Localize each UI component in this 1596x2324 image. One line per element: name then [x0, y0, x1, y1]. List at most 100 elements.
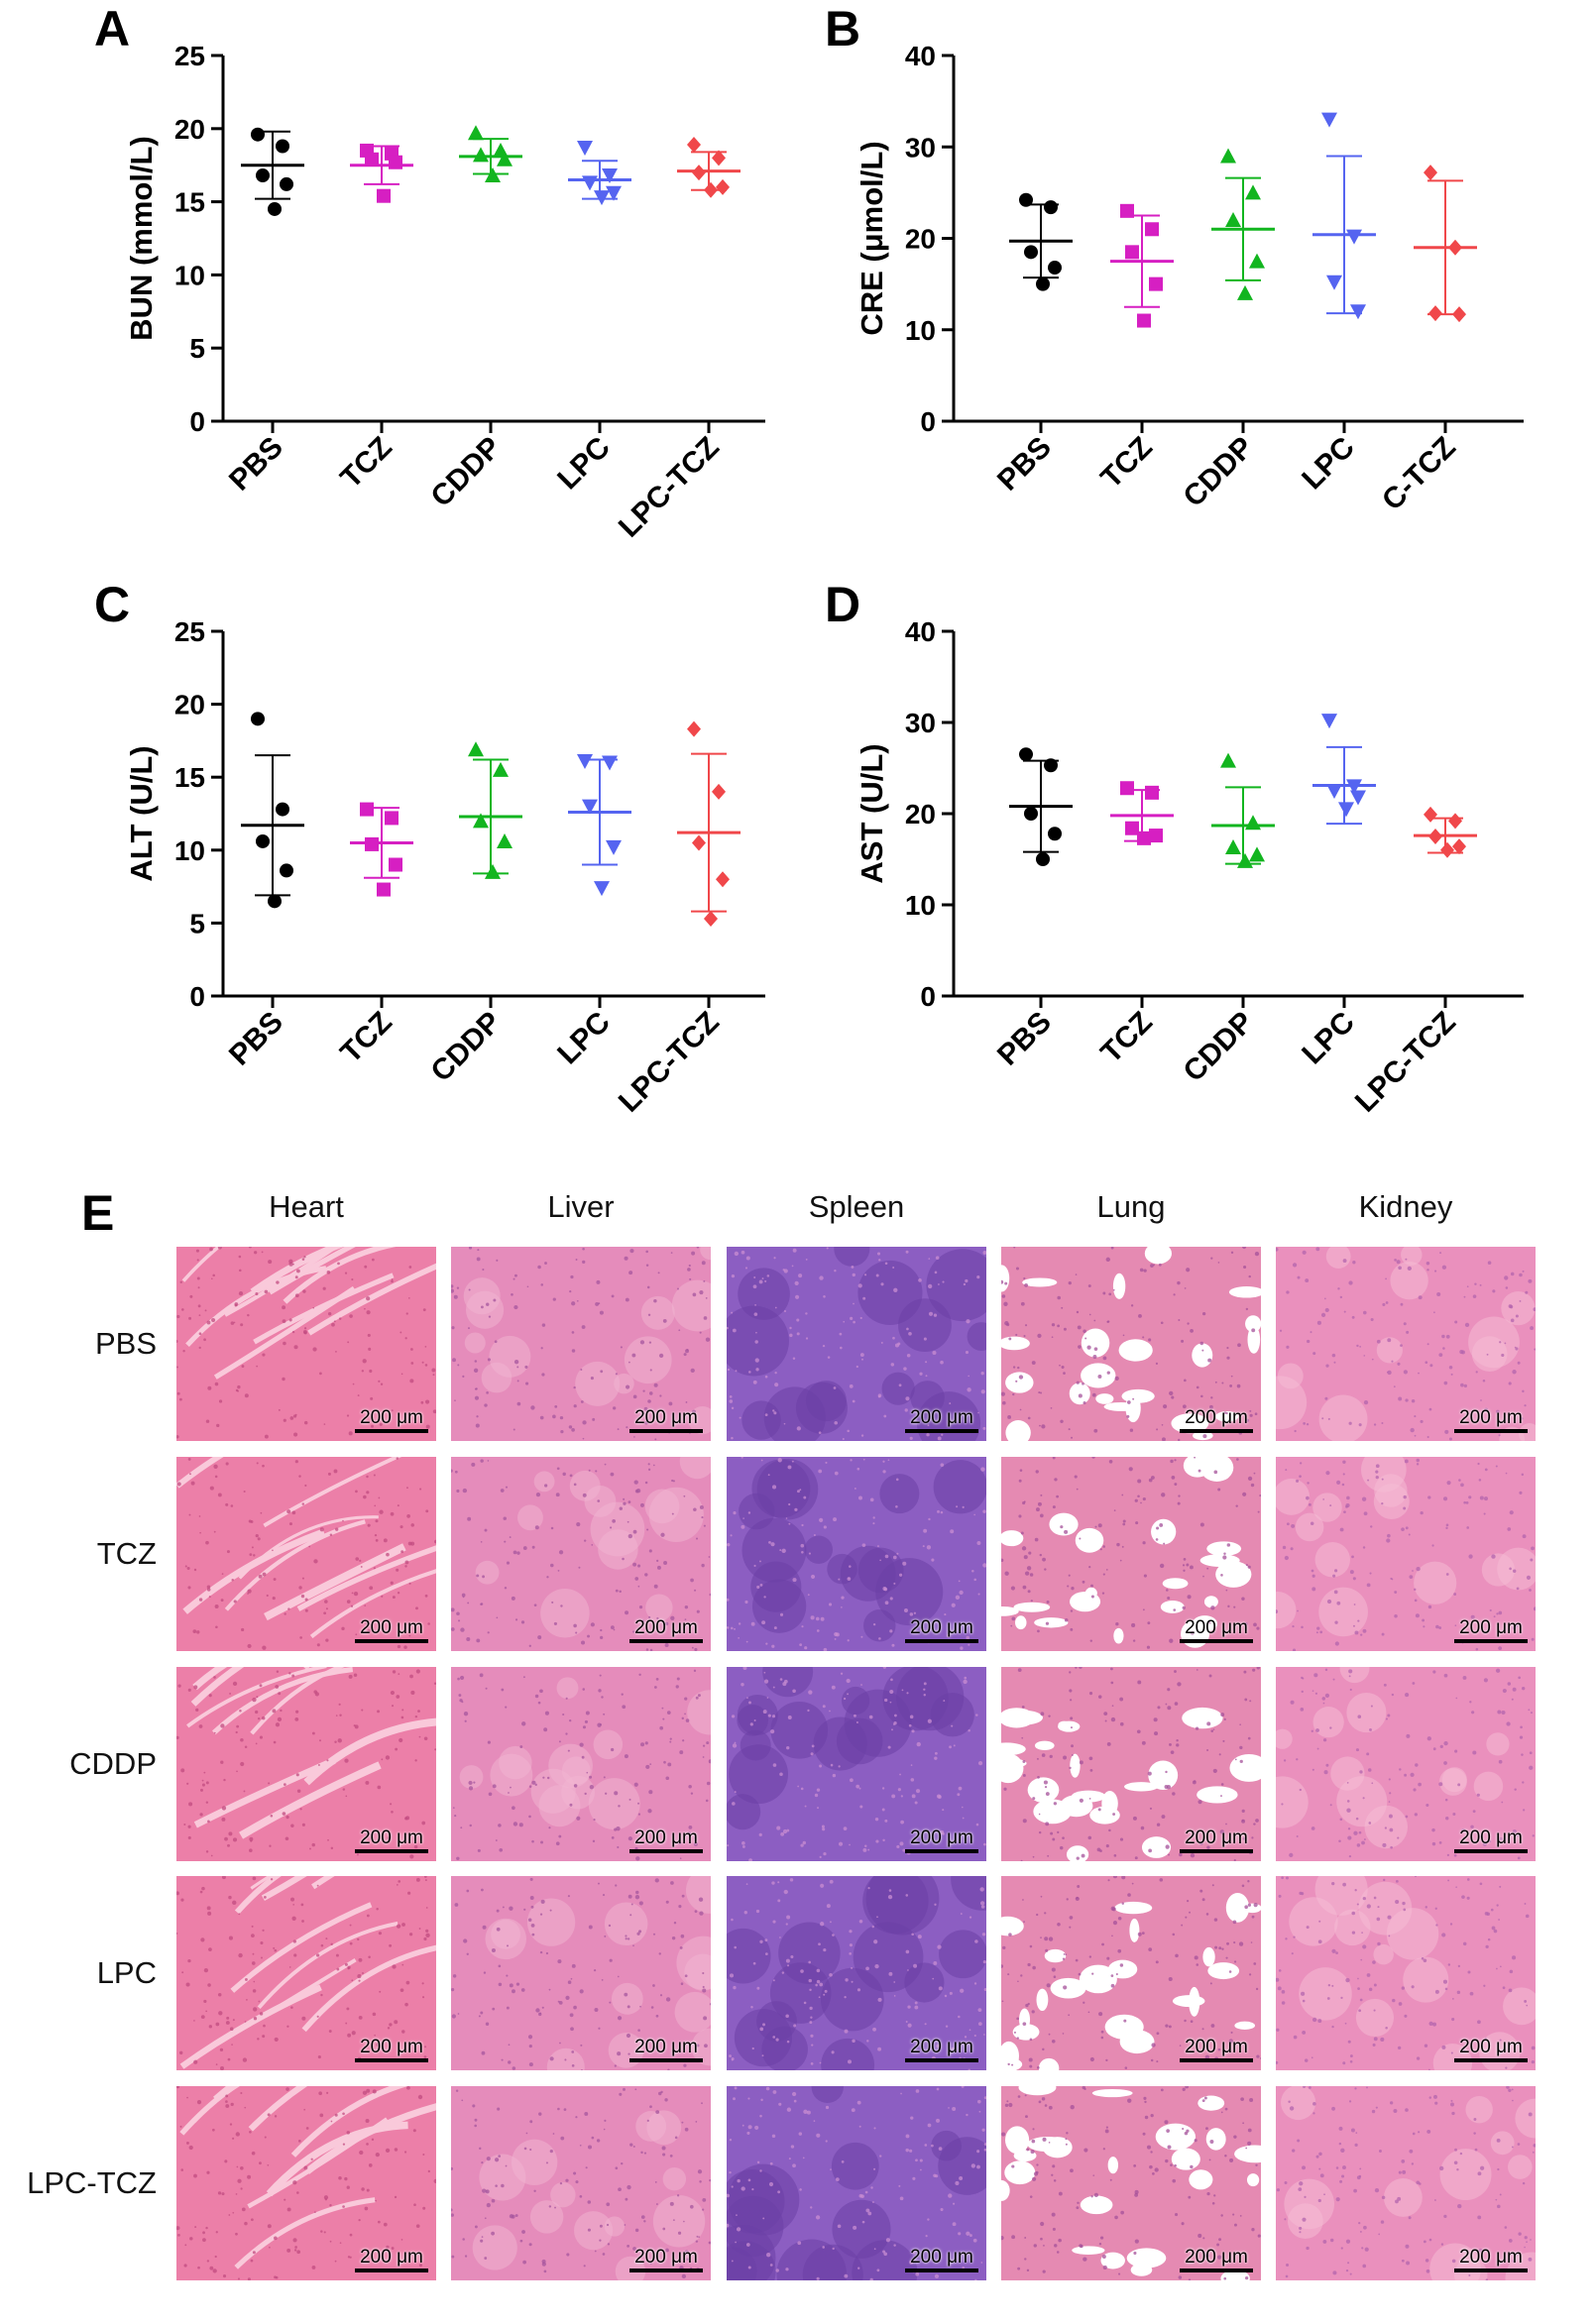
data-point	[1452, 306, 1466, 323]
scale-bar-line	[629, 1429, 703, 1433]
y-tick-label: 0	[189, 981, 205, 1012]
scale-bar-label: 200 μm	[910, 1827, 973, 1848]
histology-image-lung: 200 μm	[1001, 1667, 1261, 1861]
series-tcz	[350, 143, 413, 203]
scale-bar-label: 200 μm	[360, 2247, 423, 2268]
scale-bar-label: 200 μm	[1185, 2247, 1248, 2268]
data-point	[389, 155, 402, 169]
data-point	[582, 799, 598, 815]
scale-bar-label: 200 μm	[634, 2247, 698, 2268]
data-point	[594, 881, 610, 897]
data-point	[692, 165, 706, 181]
tissue-texture	[727, 1667, 986, 1861]
data-point	[365, 152, 379, 166]
scale-bar-label: 200 μm	[1459, 2037, 1523, 2057]
histology-image-heart: 200 μm	[176, 1457, 436, 1651]
data-point	[1044, 200, 1058, 215]
histology-image-spleen: 200 μm	[727, 1247, 986, 1441]
scale-bar-label: 200 μm	[1459, 1827, 1523, 1848]
scale-bar-label: 200 μm	[634, 2037, 698, 2057]
histology-image-kidney: 200 μm	[1276, 1457, 1536, 1651]
scale-bar-label: 200 μm	[634, 1407, 698, 1428]
series-tcz	[350, 802, 413, 897]
tissue-texture	[451, 1876, 711, 2070]
histology-image-lung: 200 μm	[1001, 1876, 1261, 2070]
data-point	[606, 839, 622, 855]
series-cddp	[459, 125, 522, 183]
scale-bar: 200 μm	[1180, 1408, 1253, 1433]
scale-bar: 200 μm	[355, 1408, 428, 1433]
histology-image-liver: 200 μm	[451, 1667, 711, 1861]
column-label: Spleen	[808, 1189, 905, 1224]
scale-bar: 200 μm	[629, 1408, 703, 1433]
data-point	[602, 168, 618, 184]
y-tick-label: 20	[905, 799, 936, 830]
y-tick-label: 40	[905, 616, 936, 647]
data-point	[606, 185, 622, 201]
histology-image-heart: 200 μm	[176, 1247, 436, 1441]
data-point	[365, 836, 379, 851]
data-point	[716, 178, 730, 195]
data-point	[594, 190, 610, 206]
scale-bar: 200 μm	[905, 1828, 978, 1853]
data-point	[1326, 275, 1342, 290]
histology-image-kidney: 200 μm	[1276, 1876, 1536, 2070]
scale-bar: 200 μm	[905, 1618, 978, 1643]
tissue-texture	[176, 2086, 436, 2280]
tissue-texture	[452, 1669, 711, 1861]
data-point	[377, 188, 391, 203]
data-point	[497, 151, 513, 166]
scale-bar-line	[355, 1639, 428, 1643]
y-tick-label: 15	[174, 187, 205, 218]
data-point	[385, 811, 399, 826]
data-point	[251, 712, 265, 726]
y-tick-label: 0	[920, 406, 936, 437]
row-label: CDDP	[69, 1746, 157, 1781]
data-point	[251, 127, 265, 142]
scale-bar: 200 μm	[1180, 2248, 1253, 2272]
data-point	[1019, 747, 1033, 762]
scale-bar-line	[1180, 2058, 1253, 2062]
data-point	[602, 755, 618, 771]
histology-image-liver: 200 μm	[451, 1247, 711, 1441]
series-pbs	[241, 127, 304, 216]
scale-bar: 200 μm	[355, 1618, 428, 1643]
data-point	[485, 863, 501, 879]
scale-bar: 200 μm	[1180, 1618, 1253, 1643]
histology-image-spleen: 200 μm	[727, 1457, 986, 1651]
data-point	[1245, 815, 1261, 830]
data-point	[716, 871, 730, 888]
scale-bar-label: 200 μm	[1185, 1617, 1248, 1638]
data-point	[1048, 827, 1062, 841]
data-point	[1326, 784, 1342, 799]
y-tick-label: 5	[189, 333, 205, 364]
y-tick-label: 10	[174, 260, 205, 290]
y-tick-label: 5	[189, 908, 205, 939]
scale-bar-label: 200 μm	[910, 2037, 973, 2057]
data-point	[692, 834, 706, 851]
scale-bar-line	[905, 2058, 978, 2062]
data-point	[280, 863, 293, 878]
series-tcz	[1110, 781, 1174, 845]
tissue-texture	[176, 1247, 436, 1439]
y-tick-label: 25	[174, 616, 205, 647]
histology-image-kidney: 200 μm	[1276, 1667, 1536, 1861]
row-label: TCZ	[96, 1536, 157, 1571]
histology-image-liver: 200 μm	[451, 2086, 711, 2280]
data-point	[256, 168, 270, 183]
scale-bar: 200 μm	[355, 2038, 428, 2062]
series-c-tcz	[1414, 165, 1477, 323]
scale-bar-line	[1454, 2058, 1528, 2062]
tissue-texture	[176, 1876, 436, 2070]
data-point	[485, 167, 501, 183]
scale-bar-line	[1454, 1849, 1528, 1853]
scale-bar-label: 200 μm	[1459, 1617, 1523, 1638]
series-cddp	[1211, 752, 1275, 868]
y-tick-label: 15	[174, 762, 205, 793]
tissue-texture	[176, 1457, 436, 1650]
series-lpc	[568, 754, 631, 897]
scale-bar-line	[355, 2269, 428, 2272]
tissue-texture	[1276, 2086, 1536, 2280]
data-point	[1125, 821, 1139, 835]
